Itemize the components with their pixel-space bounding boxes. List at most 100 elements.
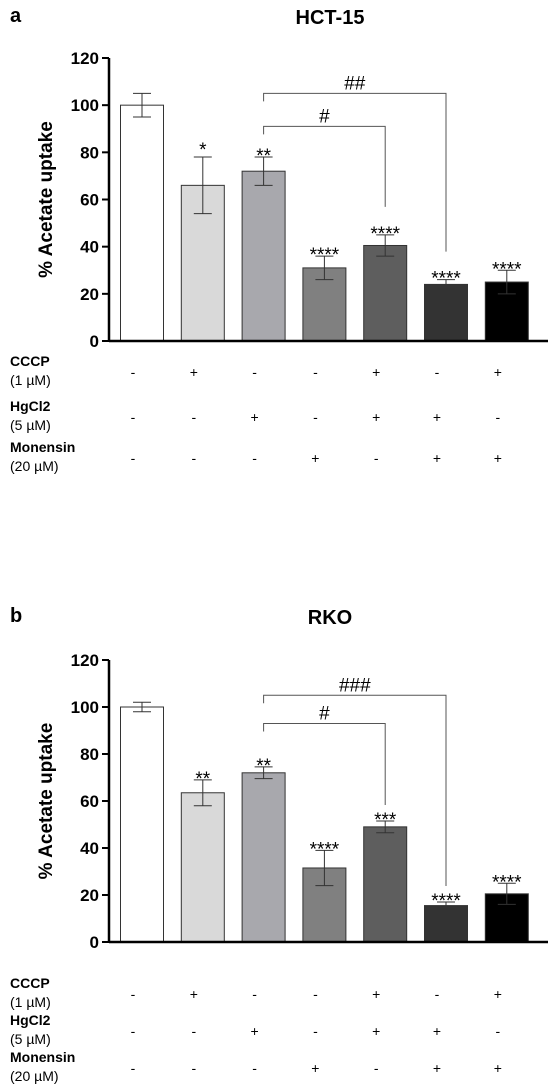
- condition-mark: -: [252, 364, 257, 380]
- y-axis-label: % Acetate uptake: [36, 723, 57, 880]
- condition-dose: (1 µM): [10, 372, 51, 388]
- condition-mark: +: [372, 364, 380, 380]
- significance-label: *: [199, 140, 207, 161]
- condition-mark: -: [131, 450, 136, 466]
- comparison-bracket: [263, 92, 447, 252]
- chart-title: RKO: [308, 607, 352, 629]
- condition-dose: (1 µM): [10, 994, 51, 1010]
- condition-mark: -: [131, 1023, 136, 1039]
- significance-label: **: [256, 756, 271, 777]
- condition-mark: -: [435, 364, 440, 380]
- condition-mark: +: [433, 409, 441, 425]
- condition-mark: +: [372, 986, 380, 1002]
- condition-mark: +: [190, 986, 198, 1002]
- condition-mark: +: [433, 1060, 441, 1076]
- y-tick-label: 80: [80, 143, 99, 162]
- chart-panel-b: b RKO% Acetate uptake020406080100120*****…: [10, 605, 548, 1084]
- significance-label: ****: [431, 269, 461, 290]
- condition-dose: (20 µM): [10, 458, 59, 474]
- y-tick-label: 120: [71, 651, 99, 670]
- comparison-bracket: [263, 694, 447, 887]
- significance-label: ***: [374, 810, 397, 831]
- chart-title: HCT-15: [296, 7, 365, 29]
- condition-name: HgCl2: [10, 1012, 51, 1028]
- comparison-bracket: [263, 722, 386, 805]
- condition-mark: +: [494, 986, 502, 1002]
- condition-name: Monensin: [10, 1049, 75, 1065]
- condition-mark: +: [494, 1060, 502, 1076]
- bar-1: [120, 706, 164, 943]
- condition-mark: -: [252, 1060, 257, 1076]
- condition-mark: -: [131, 364, 136, 380]
- condition-mark: +: [311, 450, 319, 466]
- bar-1: [120, 104, 164, 342]
- bracket-label: #: [319, 703, 330, 724]
- condition-dose: (5 µM): [10, 417, 51, 433]
- condition-mark: -: [374, 1060, 379, 1076]
- condition-mark: +: [372, 409, 380, 425]
- condition-mark: +: [190, 364, 198, 380]
- y-tick-label: 20: [80, 886, 99, 905]
- condition-mark: -: [191, 1060, 196, 1076]
- condition-mark: +: [433, 1023, 441, 1039]
- significance-label: **: [195, 769, 210, 790]
- condition-mark: +: [433, 450, 441, 466]
- significance-label: ****: [310, 839, 340, 860]
- y-tick-label: 0: [90, 933, 99, 952]
- y-tick-label: 40: [80, 238, 99, 257]
- significance-label: ****: [310, 245, 340, 266]
- condition-mark: -: [313, 409, 318, 425]
- condition-mark: -: [495, 409, 500, 425]
- condition-name: CCCP: [10, 353, 50, 369]
- bar-6: [424, 283, 468, 342]
- significance-label: ****: [370, 224, 400, 245]
- bar-3: [241, 772, 286, 943]
- comparison-bracket: [263, 125, 386, 207]
- significance-label: **: [256, 146, 271, 167]
- bar-3: [241, 170, 286, 342]
- bar-6: [424, 905, 468, 943]
- bar-5: [363, 244, 408, 342]
- panel-label: b: [10, 605, 22, 627]
- y-tick-label: 60: [80, 792, 99, 811]
- condition-name: Monensin: [10, 439, 75, 455]
- y-tick-label: 100: [71, 698, 99, 717]
- condition-mark: +: [251, 409, 259, 425]
- condition-mark: +: [311, 1060, 319, 1076]
- y-tick-label: 100: [71, 96, 99, 115]
- condition-mark: -: [191, 1023, 196, 1039]
- condition-mark: -: [313, 364, 318, 380]
- bar-2: [180, 792, 225, 943]
- y-tick-label: 40: [80, 839, 99, 858]
- bar-5: [363, 826, 408, 943]
- condition-mark: -: [131, 409, 136, 425]
- y-tick-label: 120: [71, 49, 99, 68]
- bracket-label: ##: [344, 73, 366, 94]
- y-tick-label: 0: [90, 332, 99, 351]
- condition-mark: -: [313, 1023, 318, 1039]
- condition-mark: -: [191, 450, 196, 466]
- condition-name: CCCP: [10, 975, 50, 991]
- significance-label: ****: [492, 259, 522, 280]
- condition-mark: -: [252, 986, 257, 1002]
- y-tick-label: 20: [80, 285, 99, 304]
- condition-name: HgCl2: [10, 398, 51, 414]
- panel-label: a: [10, 5, 22, 27]
- y-tick-label: 80: [80, 745, 99, 764]
- significance-label: ****: [431, 891, 461, 912]
- condition-mark: +: [251, 1023, 259, 1039]
- condition-dose: (20 µM): [10, 1068, 59, 1084]
- bracket-label: #: [319, 106, 330, 127]
- bracket-label: ###: [339, 675, 371, 696]
- condition-mark: +: [494, 364, 502, 380]
- condition-mark: +: [494, 450, 502, 466]
- condition-mark: +: [372, 1023, 380, 1039]
- condition-dose: (5 µM): [10, 1031, 51, 1047]
- condition-mark: -: [495, 1023, 500, 1039]
- condition-mark: -: [313, 986, 318, 1002]
- condition-mark: -: [435, 986, 440, 1002]
- condition-mark: -: [374, 450, 379, 466]
